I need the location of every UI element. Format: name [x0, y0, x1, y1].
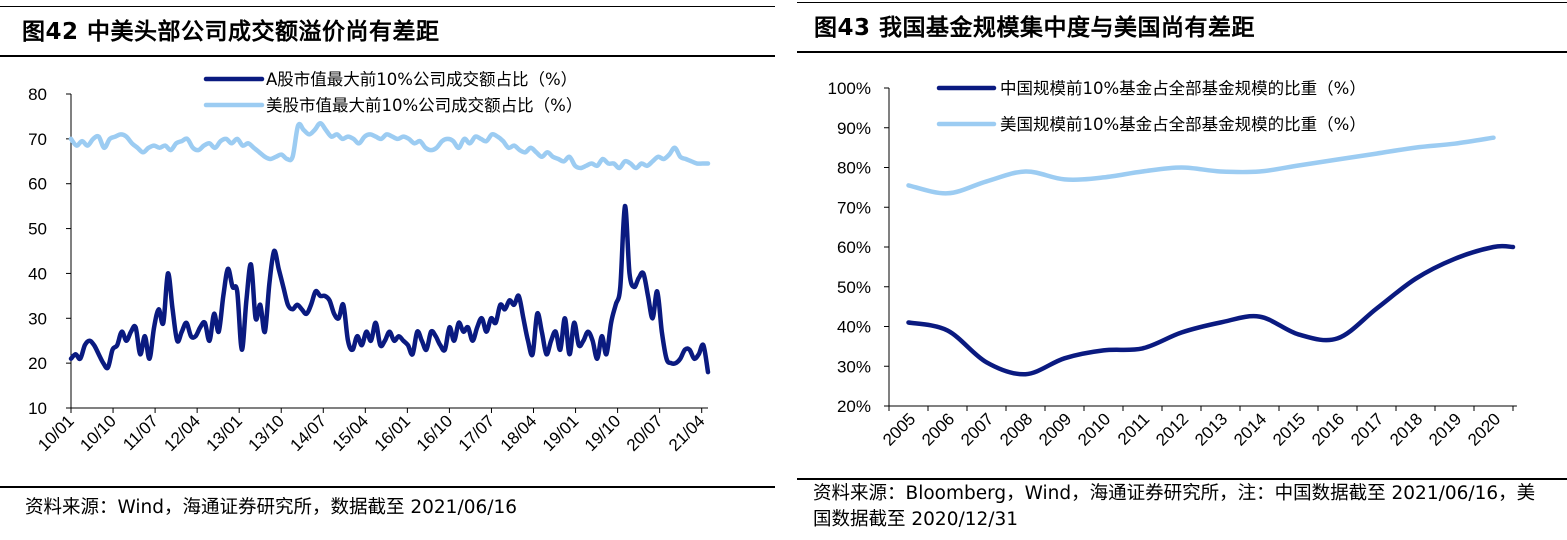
x-tick-label: 17/07 — [455, 411, 499, 455]
legend-label: 中国规模前10%基金占全部基金规模的比重（%） — [1000, 79, 1366, 98]
title-bottom-rule — [0, 55, 775, 57]
x-tick-label: 2014 — [1230, 409, 1270, 449]
x-tick-label: 2017 — [1347, 409, 1387, 449]
x-tick-label: 2018 — [1386, 409, 1426, 449]
y-tick-label: 80% — [837, 159, 871, 178]
x-tick-label: 13/01 — [202, 411, 246, 455]
y-tick-label: 80 — [28, 85, 47, 104]
legend-label: A股市值最大前10%公司成交额占比（%） — [266, 70, 577, 89]
x-tick-label: 18/04 — [497, 411, 541, 455]
x-tick-label: 2008 — [996, 409, 1036, 449]
source-note: 资料来源：Bloomberg，Wind，海通证券研究所，注：中国数据截至 202… — [813, 483, 1536, 530]
x-tick-label: 11/07 — [119, 411, 162, 454]
y-tick-label: 60 — [28, 175, 47, 194]
y-tick-label: 30% — [837, 357, 871, 376]
series-line — [906, 243, 1516, 377]
x-tick-label: 10/10 — [76, 411, 120, 455]
figure-title: 图42 中美头部公司成交额溢价尚有差距 — [22, 19, 440, 45]
y-tick-label: 70% — [837, 198, 871, 217]
line-chart: 100% 90% 80% 70% 60% 50% 40% 30% 20% 200520062007… — [828, 79, 1517, 450]
x-tick-label: 2013 — [1191, 409, 1231, 449]
y-tick-label: 40% — [837, 318, 871, 337]
chart-panel-right: 图43 我国基金规模集中度与美国尚有差距 100% 90% 80% 70% 60% 50%… — [797, 0, 1567, 540]
source-rule — [797, 478, 1567, 480]
x-tick-label: 2019 — [1425, 409, 1465, 449]
x-tick-label: 2020 — [1464, 409, 1504, 449]
x-tick-label: 15/04 — [329, 411, 373, 455]
x-tick-label: 14/07 — [287, 411, 331, 455]
x-tick-label: 16/01 — [371, 411, 415, 455]
x-tick-label: 2011 — [1114, 409, 1153, 448]
x-tick-label: 2016 — [1308, 409, 1348, 449]
x-tick-label: 2007 — [957, 409, 997, 449]
series-line — [68, 203, 711, 375]
figure-title: 图43 我国基金规模集中度与美国尚有差距 — [814, 15, 1256, 41]
x-tick-label: 2015 — [1269, 409, 1309, 449]
x-tick-label: 12/04 — [160, 411, 204, 455]
legend-label: 美国规模前10%基金占全部基金规模的比重（%） — [1000, 115, 1366, 134]
title-bottom-rule — [797, 51, 1567, 53]
x-tick-label: 19/10 — [581, 411, 625, 455]
y-tick-label: 20 — [28, 354, 47, 373]
chart-panel-left: 图42 中美头部公司成交额溢价尚有差距 80 70 60 50 40 30 20 10 10/0… — [0, 0, 775, 540]
series-line — [906, 135, 1496, 196]
y-tick-label: 50 — [28, 220, 47, 239]
y-tick-label: 10 — [28, 399, 47, 418]
y-tick-label: 70 — [28, 130, 47, 149]
x-tick-label: 21/04 — [665, 411, 709, 455]
x-tick-label: 20/07 — [623, 411, 667, 455]
x-tick-label: 2010 — [1074, 409, 1114, 449]
x-tick-label: 19/01 — [539, 411, 583, 455]
x-tick-label: 13/10 — [245, 411, 289, 455]
y-tick-label: 100% — [828, 79, 871, 98]
x-tick-label: 2012 — [1152, 409, 1192, 449]
title-top-rule — [0, 6, 775, 7]
y-tick-label: 60% — [837, 238, 871, 257]
y-tick-label: 50% — [837, 278, 871, 297]
y-tick-label: 30 — [28, 309, 47, 328]
y-tick-label: 90% — [837, 119, 871, 138]
source-rule — [0, 486, 775, 488]
series-line — [68, 120, 711, 171]
x-tick-label: 2005 — [879, 409, 919, 449]
title-top-rule — [797, 2, 1567, 3]
x-tick-label: 2009 — [1035, 409, 1075, 449]
x-tick-label: 16/10 — [413, 411, 457, 455]
y-tick-label: 40 — [28, 264, 47, 283]
y-tick-label: 20% — [837, 397, 871, 416]
legend-label: 美股市值最大前10%公司成交额占比（%） — [266, 96, 582, 115]
x-tick-label: 2006 — [918, 409, 958, 449]
source-note: 资料来源：Wind，海通证券研究所，数据截至 2021/06/16 — [25, 497, 518, 518]
